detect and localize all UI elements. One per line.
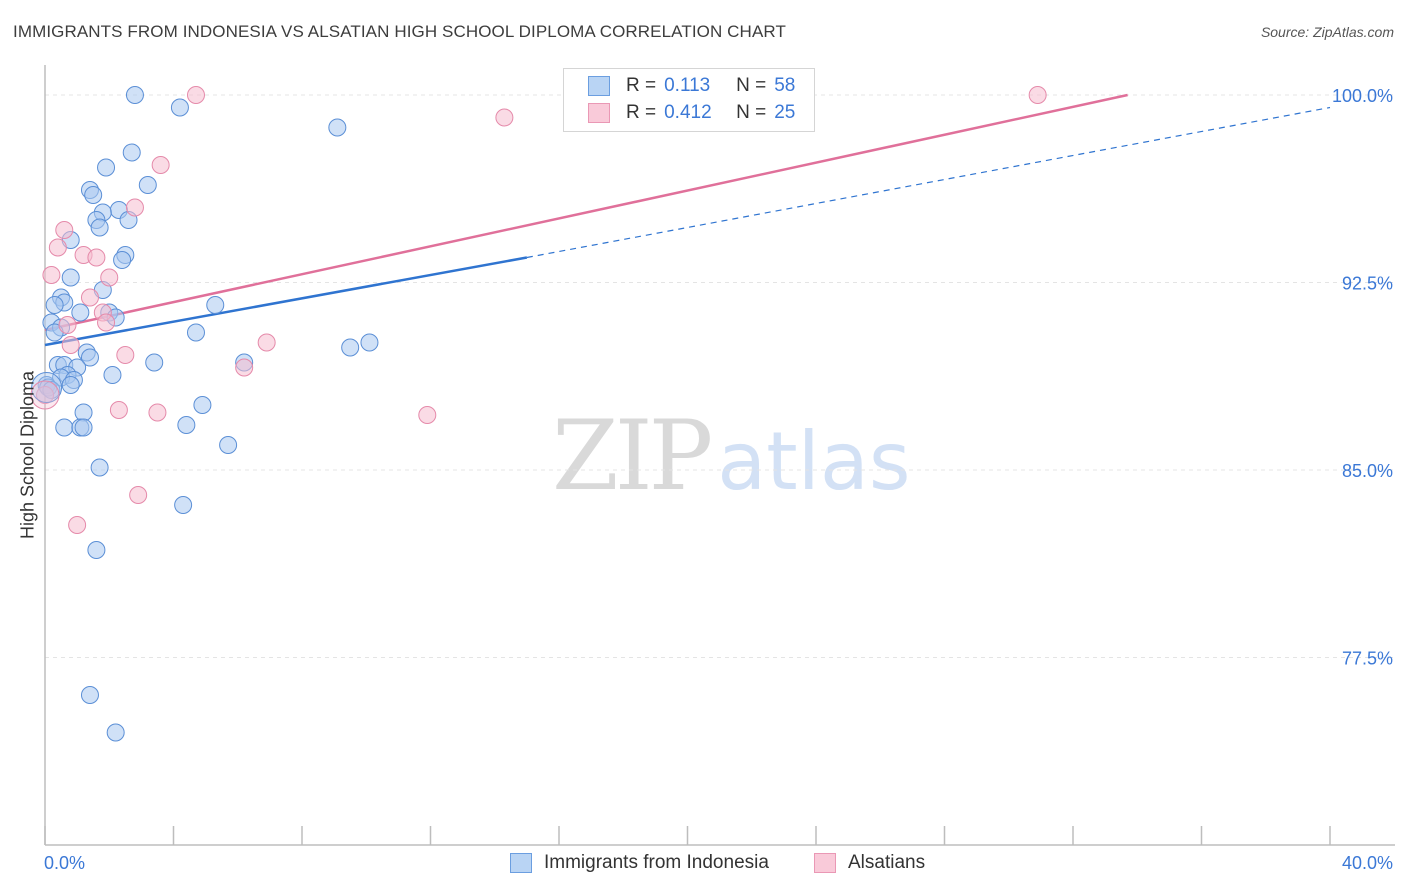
indonesia-point: [45, 296, 64, 314]
indonesia-point: [219, 436, 238, 454]
indonesia-point: [90, 458, 109, 477]
watermark-zip: ZIP: [552, 400, 713, 512]
indonesia-point: [328, 118, 347, 137]
indonesia-point: [61, 268, 80, 287]
grid-layer: [45, 94, 1395, 658]
indonesia-point: [170, 98, 189, 117]
watermark: ZIP atlas: [552, 400, 911, 512]
y-tick-label: 100.0%: [1332, 86, 1393, 106]
x-tick-label: 0.0%: [44, 853, 85, 873]
indonesia-point: [138, 176, 157, 194]
indonesia-point: [71, 303, 90, 322]
series2-swatch: [588, 103, 610, 123]
alsatian-point: [151, 156, 170, 174]
indonesia-point: [55, 418, 74, 437]
indonesia-point: [61, 376, 80, 394]
alsatian-point: [48, 238, 67, 257]
indonesia-point: [74, 403, 93, 422]
indonesia-point: [193, 396, 212, 414]
indonesia-point: [90, 218, 109, 237]
alsatian-point: [129, 486, 148, 504]
bottom-legend-series2: Alsatians: [814, 852, 925, 874]
indonesia-trend-line: [44, 256, 528, 347]
alsatian-point: [186, 86, 205, 104]
alsatian-trend-line: [44, 93, 1128, 332]
alsatian-point: [235, 358, 254, 377]
indonesia-point: [87, 541, 106, 559]
y-tick-label: 85.0%: [1342, 461, 1393, 481]
alsatian-point: [257, 333, 276, 352]
indonesia-point: [103, 366, 122, 384]
alsatian-point: [100, 268, 119, 287]
indonesia-point: [80, 348, 99, 367]
series1-n-value: 58: [774, 75, 796, 96]
indonesia-point: [113, 251, 132, 269]
indonesia-point: [97, 158, 116, 177]
alsatian-point: [109, 401, 128, 419]
indonesia-trend-extension: [526, 106, 1331, 259]
alsatian-point: [58, 316, 77, 334]
indonesia-point: [206, 296, 225, 314]
series2-r-value: 0.412: [664, 102, 712, 123]
alsatian-point: [148, 403, 167, 422]
indonesia-point: [174, 496, 193, 514]
alsatian-point: [116, 346, 135, 364]
series2-n-value: 25: [774, 102, 796, 123]
alsatian-point: [97, 313, 116, 332]
series1-legend-label: Immigrants from Indonesia: [544, 852, 769, 873]
indonesia-point: [145, 353, 164, 372]
alsatian-point: [68, 516, 87, 534]
alsatian-point: [418, 406, 437, 424]
series1-swatch: [588, 76, 610, 96]
alsatian-cluster-point: [30, 380, 60, 410]
stats-legend-row-series2: R = 0.412 N = 25: [588, 101, 795, 125]
indonesia-point: [106, 723, 125, 742]
chart-title: IMMIGRANTS FROM INDONESIA VS ALSATIAN HI…: [13, 22, 786, 41]
stats-legend-row-series1: R = 0.113 N = 58: [588, 74, 795, 98]
y-tick-label: 92.5%: [1342, 274, 1393, 294]
indonesia-point: [125, 86, 144, 104]
alsatian-point: [36, 386, 54, 404]
bottom-legend-series1: Immigrants from Indonesia: [510, 852, 769, 874]
indonesia-point: [360, 333, 379, 352]
indonesia-point: [177, 416, 196, 434]
series1-legend-swatch: [510, 853, 532, 873]
r-label: R =: [626, 102, 657, 123]
indonesia-point: [341, 338, 360, 357]
alsatian-point: [55, 221, 74, 239]
alsatian-point: [80, 288, 99, 307]
alsatian-point: [61, 336, 80, 354]
x-tick-label: 40.0%: [1342, 853, 1393, 873]
source-label: Source: ZipAtlas.com: [1260, 24, 1394, 40]
series2-legend-swatch: [814, 853, 836, 873]
y-axis-label: High School Diploma: [17, 370, 38, 540]
alsatian-point: [42, 266, 61, 284]
stats-legend: R = 0.113 N = 58 R = 0.412 N = 25: [563, 68, 815, 132]
indonesia-point: [74, 418, 93, 437]
points-layer: [30, 86, 1047, 742]
ticks-layer: 77.5% 85.0% 92.5% 100.0% 0.0% 40.0%: [44, 86, 1393, 873]
alsatian-point: [495, 108, 514, 127]
alsatian-point: [125, 198, 144, 217]
indonesia-point: [80, 686, 99, 704]
series2-legend-label: Alsatians: [848, 852, 926, 873]
n-label: N =: [736, 75, 767, 96]
r-label: R =: [626, 75, 657, 96]
axes-layer: [44, 65, 1395, 846]
series1-r-value: 0.113: [664, 75, 711, 96]
alsatian-point: [87, 248, 106, 267]
indonesia-point: [84, 186, 103, 204]
alsatian-point: [1028, 86, 1047, 104]
y-tick-label: 77.5%: [1342, 649, 1393, 669]
trend-layer: [44, 93, 1331, 347]
indonesia-cluster-point: [31, 372, 63, 403]
indonesia-point: [122, 143, 141, 162]
watermark-atlas: atlas: [717, 415, 911, 508]
indonesia-point: [186, 323, 205, 342]
n-label: N =: [736, 102, 767, 123]
